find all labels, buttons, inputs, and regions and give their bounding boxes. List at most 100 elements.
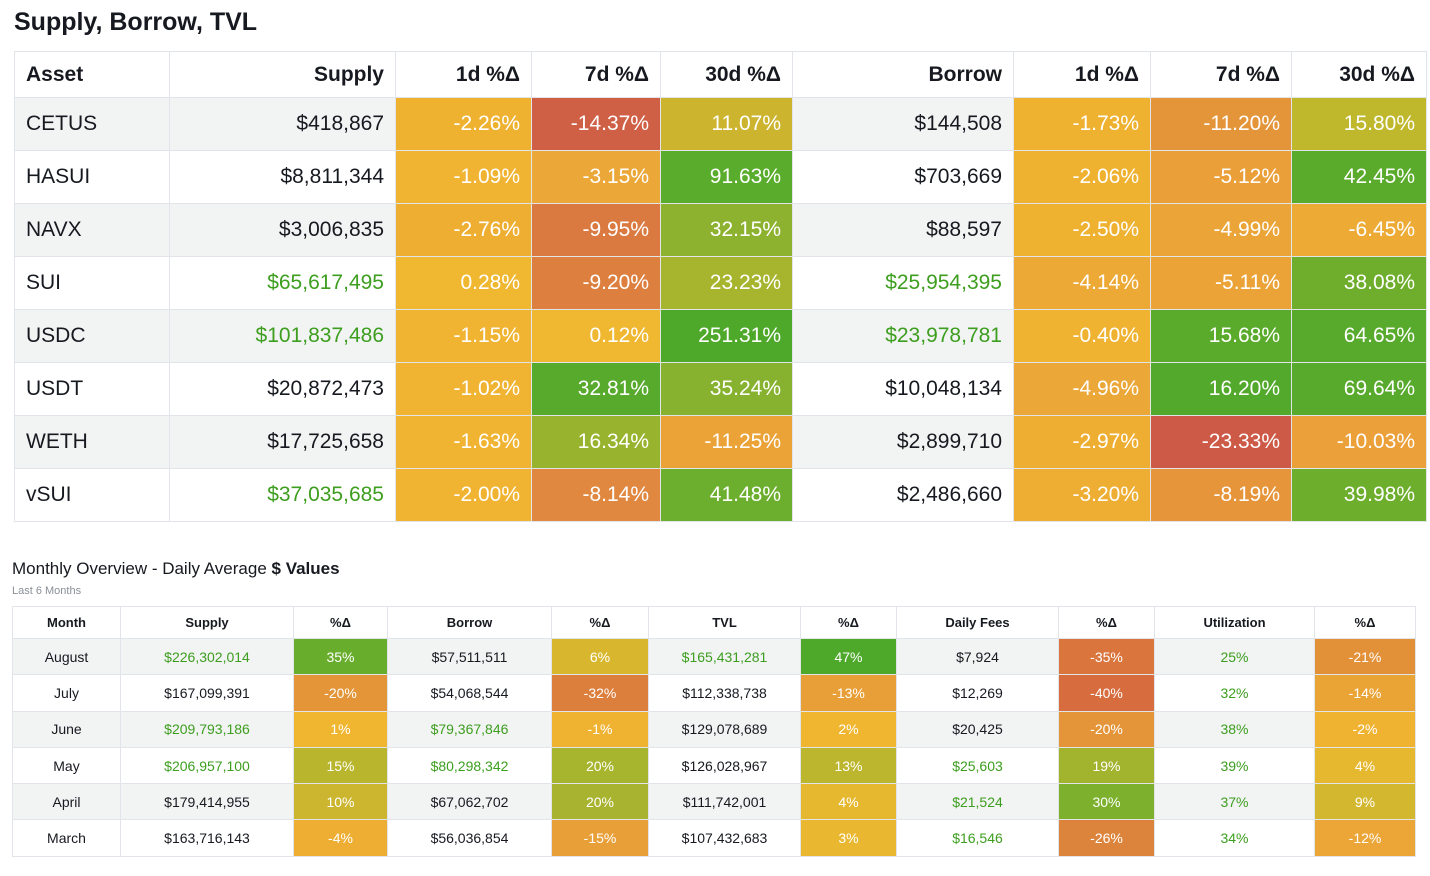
col-header-month[interactable]: Month: [12, 606, 121, 639]
supply-7d-cell: -8.14%: [531, 468, 661, 522]
utilization-cell: 32%: [1154, 674, 1315, 712]
tvl-pct-cell: 3%: [800, 819, 897, 857]
supply-30d-cell: 11.07%: [660, 97, 793, 151]
supply-pct-cell: 15%: [293, 746, 388, 785]
col-header-supply[interactable]: Supply: [120, 606, 294, 639]
supply-cell: $17,725,658: [169, 415, 396, 469]
borrow-1d-cell: -1.73%: [1013, 97, 1151, 151]
borrow-cell: $56,036,854: [387, 819, 552, 857]
col-header-borrow-30d[interactable]: 30d %Δ: [1291, 51, 1427, 98]
borrow-1d-cell: -2.50%: [1013, 203, 1151, 257]
supply-7d-cell: -9.95%: [531, 203, 661, 257]
borrow-pct-cell: -15%: [551, 819, 649, 857]
supply-1d-cell: -2.00%: [395, 468, 532, 522]
col-header-borrow-pct[interactable]: %Δ: [551, 606, 649, 639]
col-header-supply-1d[interactable]: 1d %Δ: [395, 51, 532, 98]
table-row: March $163,716,143 -4% $56,036,854 -15% $107,…: [12, 819, 1416, 857]
col-header-supply-7d[interactable]: 7d %Δ: [531, 51, 661, 98]
col-header-fees-pct[interactable]: %Δ: [1058, 606, 1155, 639]
col-header-supply-30d[interactable]: 30d %Δ: [660, 51, 793, 98]
borrow-7d-cell: -8.19%: [1150, 468, 1292, 522]
table-row: HASUI $8,811,344 -1.09% -3.15% 91.63% $703,66…: [14, 150, 1427, 204]
borrow-1d-cell: -2.06%: [1013, 150, 1151, 204]
col-header-utilization[interactable]: Utilization: [1154, 606, 1315, 639]
utilization-cell: 37%: [1154, 783, 1315, 821]
borrow-cell: $67,062,702: [387, 783, 552, 821]
borrow-pct-cell: -1%: [551, 710, 649, 748]
borrow-30d-cell: 38.08%: [1291, 256, 1427, 310]
col-header-borrow[interactable]: Borrow: [792, 51, 1014, 98]
supply-cell: $101,837,486: [169, 309, 396, 363]
month-cell: March: [12, 819, 121, 857]
col-header-daily-fees[interactable]: Daily Fees: [896, 606, 1059, 639]
tvl-cell: $112,338,738: [648, 674, 801, 712]
borrow-cell: $80,298,342: [387, 746, 552, 785]
util-pct-cell: -2%: [1314, 710, 1416, 748]
col-header-borrow-7d[interactable]: 7d %Δ: [1150, 51, 1292, 98]
table-row: USDT $20,872,473 -1.02% 32.81% 35.24% $10,048…: [14, 362, 1427, 416]
tvl-cell: $111,742,001: [648, 783, 801, 821]
table-row: USDC $101,837,486 -1.15% 0.12% 251.31% $23,97…: [14, 309, 1427, 363]
section-subtitle: Last 6 Months: [12, 585, 82, 597]
borrow-1d-cell: -2.97%: [1013, 415, 1151, 469]
borrow-30d-cell: 69.64%: [1291, 362, 1427, 416]
supply-1d-cell: -1.63%: [395, 415, 532, 469]
fees-pct-cell: 19%: [1058, 746, 1155, 785]
utilization-cell: 25%: [1154, 637, 1315, 676]
col-header-borrow[interactable]: Borrow: [387, 606, 552, 639]
month-cell: July: [12, 674, 121, 712]
supply-7d-cell: 16.34%: [531, 415, 661, 469]
col-header-supply[interactable]: Supply: [169, 51, 396, 98]
fees-cell: $20,425: [896, 710, 1059, 748]
utilization-cell: 34%: [1154, 819, 1315, 857]
section-title: Monthly Overview - Daily Average $ Value…: [12, 559, 340, 579]
table-row: July $167,099,391 -20% $54,068,544 -32% $112,…: [12, 674, 1416, 712]
util-pct-cell: -12%: [1314, 819, 1416, 857]
supply-30d-cell: 32.15%: [660, 203, 793, 257]
util-pct-cell: -21%: [1314, 637, 1416, 676]
asset-cell: HASUI: [14, 150, 170, 204]
col-header-supply-pct[interactable]: %Δ: [293, 606, 388, 639]
col-header-borrow-1d[interactable]: 1d %Δ: [1013, 51, 1151, 98]
month-cell: June: [12, 710, 121, 748]
supply-pct-cell: -4%: [293, 819, 388, 857]
borrow-cell: $23,978,781: [792, 309, 1014, 363]
asset-cell: CETUS: [14, 97, 170, 151]
util-pct-cell: 9%: [1314, 783, 1416, 821]
col-header-tvl[interactable]: TVL: [648, 606, 801, 639]
borrow-30d-cell: 64.65%: [1291, 309, 1427, 363]
borrow-7d-cell: 15.68%: [1150, 309, 1292, 363]
tvl-cell: $126,028,967: [648, 746, 801, 785]
fees-cell: $25,603: [896, 746, 1059, 785]
fees-pct-cell: -20%: [1058, 710, 1155, 748]
tvl-pct-cell: -13%: [800, 674, 897, 712]
supply-1d-cell: 0.28%: [395, 256, 532, 310]
supply-cell: $3,006,835: [169, 203, 396, 257]
fees-cell: $7,924: [896, 637, 1059, 676]
fees-cell: $21,524: [896, 783, 1059, 821]
table-header-row: Month Supply %Δ Borrow %Δ TVL %Δ Daily F…: [12, 606, 1416, 639]
col-header-tvl-pct[interactable]: %Δ: [800, 606, 897, 639]
tvl-pct-cell: 47%: [800, 637, 897, 676]
section-title-text: Monthly Overview - Daily Average: [12, 559, 272, 578]
supply-1d-cell: -2.76%: [395, 203, 532, 257]
asset-cell: SUI: [14, 256, 170, 310]
borrow-7d-cell: -4.99%: [1150, 203, 1292, 257]
asset-cell: USDC: [14, 309, 170, 363]
table-header-row: Asset Supply 1d %Δ 7d %Δ 30d %Δ Borrow 1…: [14, 51, 1427, 98]
col-header-asset[interactable]: Asset: [14, 51, 170, 98]
supply-30d-cell: 23.23%: [660, 256, 793, 310]
monthly-overview-table: Month Supply %Δ Borrow %Δ TVL %Δ Daily F…: [12, 606, 1416, 857]
fees-pct-cell: 30%: [1058, 783, 1155, 821]
fees-pct-cell: -40%: [1058, 674, 1155, 712]
col-header-util-pct[interactable]: %Δ: [1314, 606, 1416, 639]
borrow-1d-cell: -0.40%: [1013, 309, 1151, 363]
tvl-pct-cell: 2%: [800, 710, 897, 748]
month-cell: August: [12, 637, 121, 676]
supply-pct-cell: 1%: [293, 710, 388, 748]
borrow-7d-cell: -23.33%: [1150, 415, 1292, 469]
supply-7d-cell: -9.20%: [531, 256, 661, 310]
month-cell: May: [12, 746, 121, 785]
supply-cell: $163,716,143: [120, 819, 294, 857]
borrow-30d-cell: 15.80%: [1291, 97, 1427, 151]
